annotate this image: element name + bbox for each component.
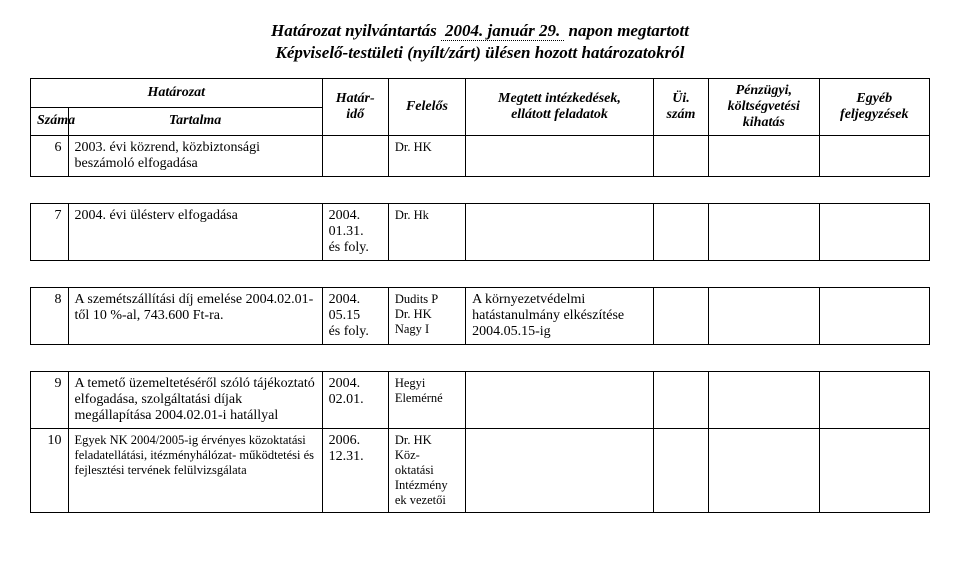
resolution-table: Határozat Határ-idő Felelős Megtett inté… (30, 78, 930, 513)
title-line1-c: napon megtartott (569, 21, 689, 40)
row-content: 2004. évi ülésterv elfogadása (68, 204, 322, 261)
header-penzugyi: Pénzügyi,költségvetésikihatás (709, 79, 819, 136)
header-felelos: Felelős (388, 79, 465, 136)
table-row: 9A temető üzemeltetéséről szóló tájékozt… (31, 372, 930, 429)
header-tartalma: Tartalma (68, 107, 322, 136)
row-ui (653, 204, 708, 261)
table-row: 10Egyek NK 2004/2005-ig érvényes közokta… (31, 429, 930, 513)
row-deadline (322, 136, 388, 177)
row-notes (819, 204, 930, 261)
row-deadline: 2004.02.01. (322, 372, 388, 429)
spacer-row (31, 177, 930, 204)
row-fin (709, 136, 819, 177)
row-fin (709, 288, 819, 345)
spacer-row (31, 345, 930, 372)
spacer-row (31, 261, 930, 288)
row-responsible: Dr. HK (388, 136, 465, 177)
row-responsible: Dudits PDr. HKNagy I (388, 288, 465, 345)
row-responsible: Dr. Hk (388, 204, 465, 261)
header-hatarozat: Határozat (31, 79, 323, 108)
row-responsible: Dr. HKKöz-oktatásiIntézmények vezetői (388, 429, 465, 513)
title-line1-a: Határozat nyilvántartás (271, 21, 437, 40)
row-notes (819, 288, 930, 345)
row-actions (466, 429, 654, 513)
row-actions (466, 372, 654, 429)
row-notes (819, 429, 930, 513)
row-ui (653, 429, 708, 513)
row-content: Egyek NK 2004/2005-ig érvényes közoktatá… (68, 429, 322, 513)
row-number: 7 (31, 204, 69, 261)
row-fin (709, 429, 819, 513)
row-deadline: 2006.12.31. (322, 429, 388, 513)
row-actions (466, 136, 654, 177)
row-ui (653, 136, 708, 177)
row-responsible: HegyiElemérné (388, 372, 465, 429)
row-number: 10 (31, 429, 69, 513)
title-line2: Képviselő-testületi (nyílt/zárt) ülésen … (276, 43, 685, 62)
row-actions: A környezetvédelmi hatástanulmány elkész… (466, 288, 654, 345)
title-date: 2004. január 29. (441, 21, 564, 41)
table-row: 8A szemétszállítási díj emelése 2004.02.… (31, 288, 930, 345)
row-content: 2003. évi közrend, közbiztonsági beszámo… (68, 136, 322, 177)
header-hatarido: Határ-idő (322, 79, 388, 136)
header-szama: Száma (31, 107, 69, 136)
table-row: 62003. évi közrend, közbiztonsági beszám… (31, 136, 930, 177)
row-ui (653, 288, 708, 345)
row-fin (709, 372, 819, 429)
row-notes (819, 372, 930, 429)
row-notes (819, 136, 930, 177)
row-number: 6 (31, 136, 69, 177)
row-content: A szemétszállítási díj emelése 2004.02.0… (68, 288, 322, 345)
row-content: A temető üzemeltetéséről szóló tájékozta… (68, 372, 322, 429)
row-fin (709, 204, 819, 261)
row-number: 9 (31, 372, 69, 429)
header-megtett: Megtett intézkedések,ellátott feladatok (466, 79, 654, 136)
row-deadline: 2004.05.15és foly. (322, 288, 388, 345)
header-egyeb: Egyébfeljegyzések (819, 79, 930, 136)
row-deadline: 2004.01.31.és foly. (322, 204, 388, 261)
header-ui: Üi.szám (653, 79, 708, 136)
row-ui (653, 372, 708, 429)
row-actions (466, 204, 654, 261)
page-title-block: Határozat nyilvántartás 2004. január 29.… (30, 20, 930, 64)
row-number: 8 (31, 288, 69, 345)
table-row: 72004. évi ülésterv elfogadása2004.01.31… (31, 204, 930, 261)
